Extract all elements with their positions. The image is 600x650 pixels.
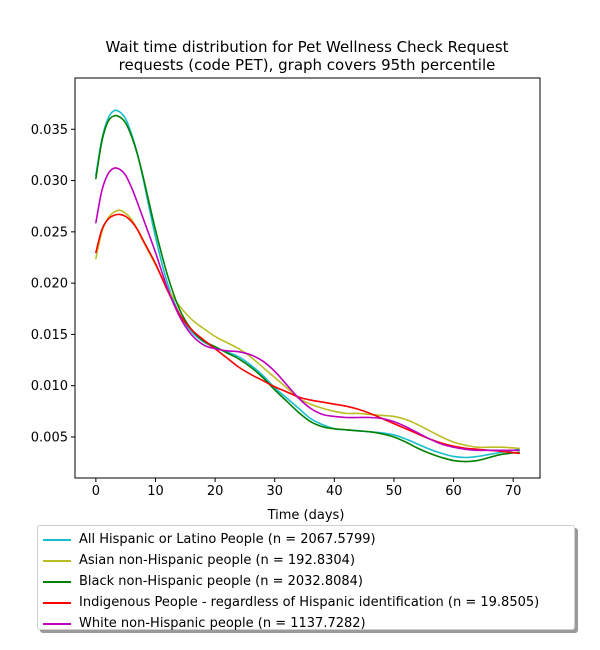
legend: All Hispanic or Latino People (n = 2067.… bbox=[37, 525, 575, 631]
x-tick-label: 70 bbox=[505, 484, 522, 499]
series-line-3 bbox=[95, 114, 520, 463]
chart-title: Wait time distribution for Pet Wellness … bbox=[105, 38, 509, 56]
axes-group: 0 10 20 30 40 50 60 70 0.005 0.010 0.015 0.020 0.025… bbox=[31, 77, 541, 499]
legend-swatch bbox=[43, 622, 71, 625]
x-tick-label: 60 bbox=[445, 484, 462, 499]
x-tick-label: 10 bbox=[147, 484, 164, 499]
y-tick-label: 0.015 bbox=[31, 328, 68, 343]
series-lines bbox=[95, 109, 520, 463]
legend-swatch bbox=[43, 580, 71, 583]
legend-item-3: Black non-Hispanic people (n = 2032.8084… bbox=[38, 571, 574, 592]
y-tick-label: 0.020 bbox=[31, 277, 68, 292]
legend-label: Asian non-Hispanic people (n = 192.8304) bbox=[79, 553, 356, 568]
legend-item-5: White non-Hispanic people (n = 1137.7282… bbox=[38, 613, 574, 634]
plot-frame bbox=[74, 77, 541, 479]
legend-label: White non-Hispanic people (n = 1137.7282… bbox=[79, 616, 366, 631]
legend-swatch bbox=[43, 601, 71, 604]
legend-item-4: Indigenous People - regardless of Hispan… bbox=[38, 592, 574, 613]
x-tick-label: 0 bbox=[92, 484, 100, 499]
legend-swatch bbox=[43, 538, 71, 541]
legend-item-2: Asian non-Hispanic people (n = 192.8304) bbox=[38, 550, 574, 571]
legend-swatch bbox=[43, 559, 71, 562]
y-tick-label: 0.005 bbox=[31, 430, 68, 445]
y-tick-label: 0.035 bbox=[31, 123, 68, 138]
legend-item-1: All Hispanic or Latino People (n = 2067.… bbox=[38, 529, 574, 550]
y-tick-label: 0.025 bbox=[31, 225, 68, 240]
legend-label: All Hispanic or Latino People (n = 2067.… bbox=[79, 532, 376, 547]
x-tick-label: 40 bbox=[326, 484, 343, 499]
x-tick-label: 30 bbox=[266, 484, 283, 499]
x-axis-label: Time (days) bbox=[267, 508, 345, 523]
x-tick-label: 20 bbox=[207, 484, 224, 499]
legend-label: Black non-Hispanic people (n = 2032.8084… bbox=[79, 574, 363, 589]
x-tick-label: 50 bbox=[386, 484, 403, 499]
legend-label: Indigenous People - regardless of Hispan… bbox=[79, 595, 540, 610]
series-line-5 bbox=[95, 167, 520, 452]
y-tick-label: 0.030 bbox=[31, 174, 68, 189]
chart-subtitle: requests (code PET), graph covers 95th p… bbox=[118, 56, 496, 74]
y-tick-label: 0.010 bbox=[31, 379, 68, 394]
